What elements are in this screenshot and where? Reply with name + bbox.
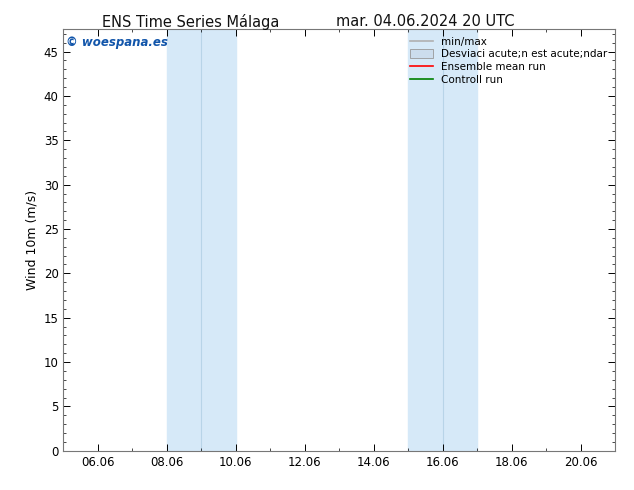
Y-axis label: Wind 10m (m/s): Wind 10m (m/s): [25, 190, 38, 290]
Legend: min/max, Desviaci acute;n est acute;ndar, Ensemble mean run, Controll run: min/max, Desviaci acute;n est acute;ndar…: [408, 35, 610, 87]
Bar: [167, 29, 202, 451]
Bar: [202, 29, 236, 451]
Text: © woespana.es: © woespana.es: [66, 36, 168, 49]
Text: ENS Time Series Málaga: ENS Time Series Málaga: [101, 14, 279, 30]
Bar: [443, 29, 477, 451]
Text: mar. 04.06.2024 20 UTC: mar. 04.06.2024 20 UTC: [335, 14, 514, 29]
Bar: [408, 29, 443, 451]
